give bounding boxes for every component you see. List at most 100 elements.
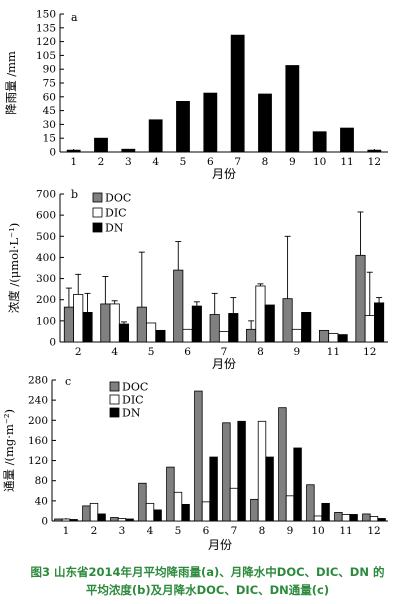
panel-b-x-tick-label: 4 bbox=[111, 346, 118, 358]
panel-a-bar-series-6 bbox=[203, 92, 218, 153]
panel-b-x-axis-title: 月份 bbox=[212, 357, 236, 371]
figure-caption: 图3 山东省2014年月平均降雨量(a)、月降水中DOC、DIC、DN 的 平均… bbox=[6, 563, 409, 599]
panel-c-bar-DN-5 bbox=[181, 503, 190, 522]
panel-a-bar-series-5 bbox=[176, 101, 190, 153]
panel-c-x-axis-title: 月份 bbox=[208, 538, 232, 552]
panel-c-bar-DN-9 bbox=[293, 447, 302, 522]
panel-b-y-tick-label: 500 bbox=[36, 231, 56, 243]
panel-a-bar-series-8 bbox=[258, 93, 272, 153]
panel-c-bar-DIC-8 bbox=[257, 420, 267, 522]
panel-b-bar-DOC-4 bbox=[100, 303, 111, 343]
panel-c-y-tick-label: 80 bbox=[35, 475, 48, 487]
panel-b-y-tick-label: 300 bbox=[36, 273, 56, 285]
panel-c-x-tick-label: 5 bbox=[175, 525, 182, 537]
panel-a-y-tick-label: 150 bbox=[36, 9, 56, 21]
panel-c-legend-swatch-DIC bbox=[109, 394, 120, 405]
panel-c-x-tick-label: 2 bbox=[91, 525, 98, 537]
panel-c-bar-DIC-11 bbox=[341, 514, 351, 522]
caption-line-1: 图3 山东省2014年月平均降雨量(a)、月降水中DOC、DIC、DN 的 bbox=[30, 565, 385, 579]
panel-c-bar-DN-8 bbox=[265, 456, 274, 522]
panel-c-bar-DOC-3 bbox=[110, 517, 119, 522]
panel-c-bar-DIC-4 bbox=[145, 502, 155, 522]
panel-c-x-tick-label: 11 bbox=[339, 525, 352, 537]
panel-c-bar-DIC-1 bbox=[61, 518, 71, 522]
panel-c-bar-DOC-2 bbox=[82, 505, 91, 522]
panel-b-bar-DOC-6 bbox=[173, 269, 184, 343]
panel-b-x-tick-label: 11 bbox=[327, 346, 340, 358]
panel-a-x-tick-label: 9 bbox=[289, 156, 296, 168]
panel-a-x-tick-label: 4 bbox=[152, 156, 159, 168]
panel-b-bar-DIC-7 bbox=[218, 331, 230, 343]
panel-a-x-tick-label: 5 bbox=[180, 156, 187, 168]
panel-b-bar-DOC-11 bbox=[318, 329, 330, 343]
panel-b-bar-DIC-5 bbox=[146, 322, 157, 343]
panel-a-y-tick-label: 90 bbox=[43, 64, 56, 76]
panel-c-y-tick-label: 200 bbox=[28, 415, 48, 427]
panel-b-y-tick-label: 600 bbox=[36, 210, 56, 222]
panel-b-y-tick-label: 200 bbox=[36, 294, 56, 306]
panel-c-bar-DOC-1 bbox=[54, 518, 63, 522]
panel-b-bar-DN-12 bbox=[374, 302, 385, 343]
panel-b-bar-DN-6 bbox=[191, 305, 202, 343]
panel-a-y-tick-label: 15 bbox=[43, 133, 56, 145]
panel-c-y-tick-label: 120 bbox=[28, 455, 48, 467]
panel-b-bar-DN-11 bbox=[337, 334, 348, 343]
panel-c-y-tick-label: 240 bbox=[28, 395, 48, 407]
panel-a-y-tick-label: 120 bbox=[36, 36, 56, 48]
panel-b-x-tick-label: 8 bbox=[257, 346, 264, 358]
panel-c-label: c bbox=[65, 375, 71, 388]
panel-a-bar-series-4 bbox=[148, 119, 163, 153]
panel-c-x-tick-label: 12 bbox=[367, 525, 380, 537]
panel-b-bar-DN-9 bbox=[301, 311, 312, 343]
panel-c-bar-DIC-2 bbox=[89, 502, 99, 522]
panel-c-x-tick-label: 3 bbox=[119, 525, 126, 537]
panel-a-x-tick-label: 1 bbox=[70, 156, 77, 168]
panel-a-x-tick-label: 6 bbox=[207, 156, 214, 168]
panel-c-bar-DN-7 bbox=[237, 420, 246, 522]
panel-c-x-tick-label: 1 bbox=[63, 525, 70, 537]
panel-b-bar-DOC-5 bbox=[136, 306, 147, 343]
panel-a-x-tick-label: 12 bbox=[368, 156, 381, 168]
panel-b-bar-DOC-7 bbox=[209, 314, 220, 343]
panel-b-legend-swatch-DN bbox=[92, 222, 103, 233]
panel-c-x-tick-label: 7 bbox=[231, 525, 238, 537]
panel-c-x-tick-label: 6 bbox=[203, 525, 210, 537]
panel-b-bar-DN-2 bbox=[82, 311, 93, 343]
panel-b-y-axis-title: 浓度 /(μmol·L⁻¹) bbox=[7, 223, 21, 313]
panel-b-bar-DIC-2 bbox=[73, 294, 84, 343]
panel-a-x-tick-label: 10 bbox=[313, 156, 326, 168]
panel-b-bar-DIC-11 bbox=[328, 333, 339, 343]
panel-c-bar-DOC-8 bbox=[250, 498, 259, 522]
panel-c-bar-DN-4 bbox=[153, 509, 162, 522]
panel-a-y-tick-label: 105 bbox=[36, 50, 56, 62]
panel-c-bar-DN-2 bbox=[97, 513, 106, 522]
panel-c-bar-DN-10 bbox=[321, 502, 330, 522]
panel-c-legend-label-DN: DN bbox=[122, 407, 141, 420]
panel-a-bar-series-1 bbox=[66, 149, 81, 153]
panel-a-y-tick-label: 135 bbox=[36, 22, 56, 34]
panel-b-legend-swatch-DIC bbox=[92, 207, 103, 218]
panel-b-legend-label-DN: DN bbox=[105, 222, 124, 235]
panel-c-legend-label-DIC: DIC bbox=[122, 394, 144, 407]
panel-b-legend-label-DIC: DIC bbox=[105, 207, 127, 220]
panel-b-bar-DIC-12 bbox=[364, 315, 375, 343]
panel-a-bar-series-10 bbox=[312, 131, 327, 153]
panel-c-legend-label-DOC: DOC bbox=[122, 381, 148, 394]
panel-a-y-tick-label: 60 bbox=[43, 91, 56, 103]
panel-b-bar-DN-7 bbox=[228, 313, 239, 343]
panel-a-bar-series-9 bbox=[285, 65, 300, 153]
panel-b-bar-DIC-6 bbox=[182, 328, 193, 343]
panel-c-y-tick-label: 40 bbox=[35, 495, 48, 507]
panel-a-y-tick-label: 75 bbox=[43, 78, 56, 90]
panel-c-bar-DN-6 bbox=[209, 456, 218, 522]
panel-b-legend-label-DOC: DOC bbox=[105, 192, 131, 205]
panel-c-bar-DOC-9 bbox=[278, 407, 287, 522]
panel-b-legend-swatch-DOC bbox=[92, 192, 103, 203]
panel-b-x-tick-label: 9 bbox=[294, 346, 301, 358]
panel-c-bar-DOC-10 bbox=[306, 484, 315, 522]
panel-b-x-tick-label: 2 bbox=[75, 346, 82, 358]
panel-b-x-tick-label: 7 bbox=[221, 346, 228, 358]
panel-b-label: b bbox=[71, 188, 78, 201]
panel-c-bar-DOC-4 bbox=[138, 482, 147, 522]
panel-b-x-tick-label: 6 bbox=[184, 346, 191, 358]
